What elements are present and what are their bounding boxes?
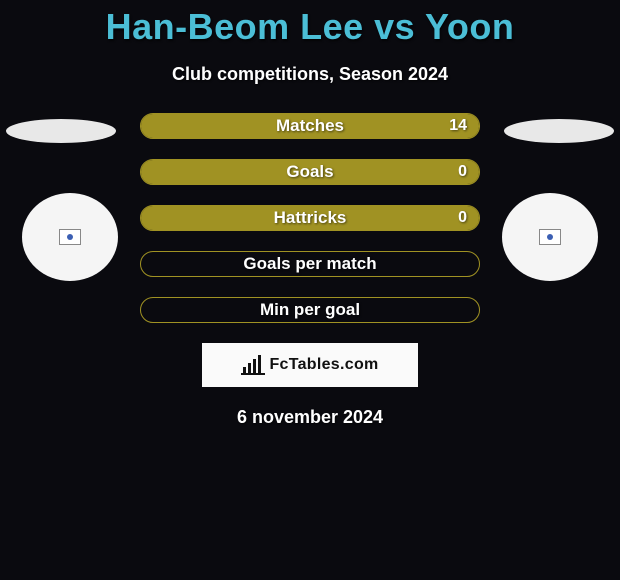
attribution-badge: FcTables.com <box>202 343 418 387</box>
stat-label: Matches <box>276 116 344 136</box>
stat-value: 0 <box>458 209 467 227</box>
player-right-avatar <box>502 193 598 281</box>
player-left-avatar <box>22 193 118 281</box>
attribution-text: FcTables.com <box>269 356 378 374</box>
stat-label: Hattricks <box>274 208 347 228</box>
stat-bars: Matches 14 Goals 0 Hattricks 0 Goals per… <box>140 113 480 323</box>
stat-bar: Goals 0 <box>140 159 480 185</box>
stat-label: Goals per match <box>243 254 376 274</box>
bar-chart-icon <box>241 355 265 375</box>
flag-dot-icon <box>67 234 73 240</box>
flag-dot-icon <box>547 234 553 240</box>
stat-bar: Matches 14 <box>140 113 480 139</box>
flag-icon <box>539 229 561 245</box>
page-title: Han-Beom Lee vs Yoon <box>0 0 620 48</box>
player-right-placeholder-ellipse <box>504 119 614 143</box>
stat-value: 0 <box>458 163 467 181</box>
comparison-area: Matches 14 Goals 0 Hattricks 0 Goals per… <box>0 113 620 428</box>
stat-bar: Hattricks 0 <box>140 205 480 231</box>
stat-label: Goals <box>286 162 333 182</box>
flag-icon <box>59 229 81 245</box>
stat-value: 14 <box>449 117 467 135</box>
player-left-placeholder-ellipse <box>6 119 116 143</box>
stat-bar: Goals per match <box>140 251 480 277</box>
stat-bar: Min per goal <box>140 297 480 323</box>
stat-label: Min per goal <box>260 300 360 320</box>
date-text: 6 november 2024 <box>0 407 620 428</box>
subtitle: Club competitions, Season 2024 <box>0 64 620 85</box>
